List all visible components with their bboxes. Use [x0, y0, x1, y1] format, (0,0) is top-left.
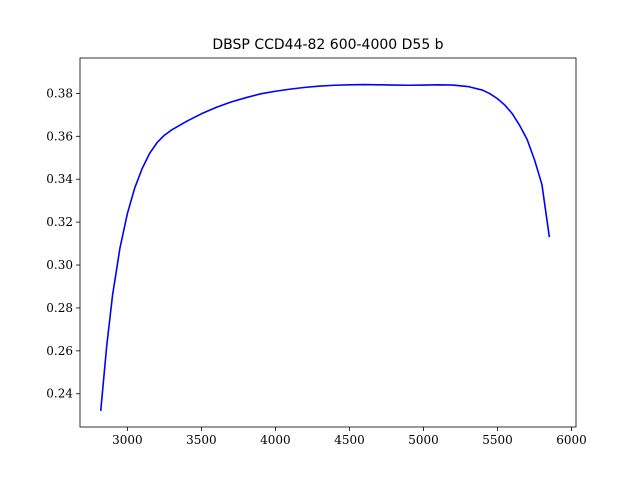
y-axis: 0.24 0.26 0.28 0.30 0.32 0.34 0.36 0.38 — [46, 86, 80, 401]
y-tick-label: 0.24 — [46, 387, 73, 401]
chart-title: DBSP CCD44-82 600-4000 D55 b — [212, 37, 443, 53]
y-tick-label: 0.32 — [46, 215, 73, 229]
x-tick-label: 5000 — [408, 433, 439, 447]
y-tick-label: 0.28 — [46, 301, 73, 315]
y-tick-label: 0.36 — [46, 129, 73, 143]
x-tick-label: 3000 — [112, 433, 143, 447]
x-tick-label: 4000 — [260, 433, 291, 447]
y-tick-label: 0.34 — [46, 172, 73, 186]
x-tick-label: 3500 — [186, 433, 217, 447]
series-line — [99, 83, 551, 411]
x-tick-label: 6000 — [556, 433, 587, 447]
y-tick-label: 0.26 — [46, 344, 73, 358]
plot-area — [79, 57, 577, 428]
y-tick-label: 0.38 — [46, 86, 73, 100]
x-tick-label: 4500 — [334, 433, 365, 447]
series-layer — [99, 83, 551, 411]
x-axis: 3000 3500 4000 4500 5000 5500 6000 — [112, 427, 587, 447]
x-tick-label: 5500 — [482, 433, 513, 447]
y-tick-label: 0.30 — [46, 258, 73, 272]
